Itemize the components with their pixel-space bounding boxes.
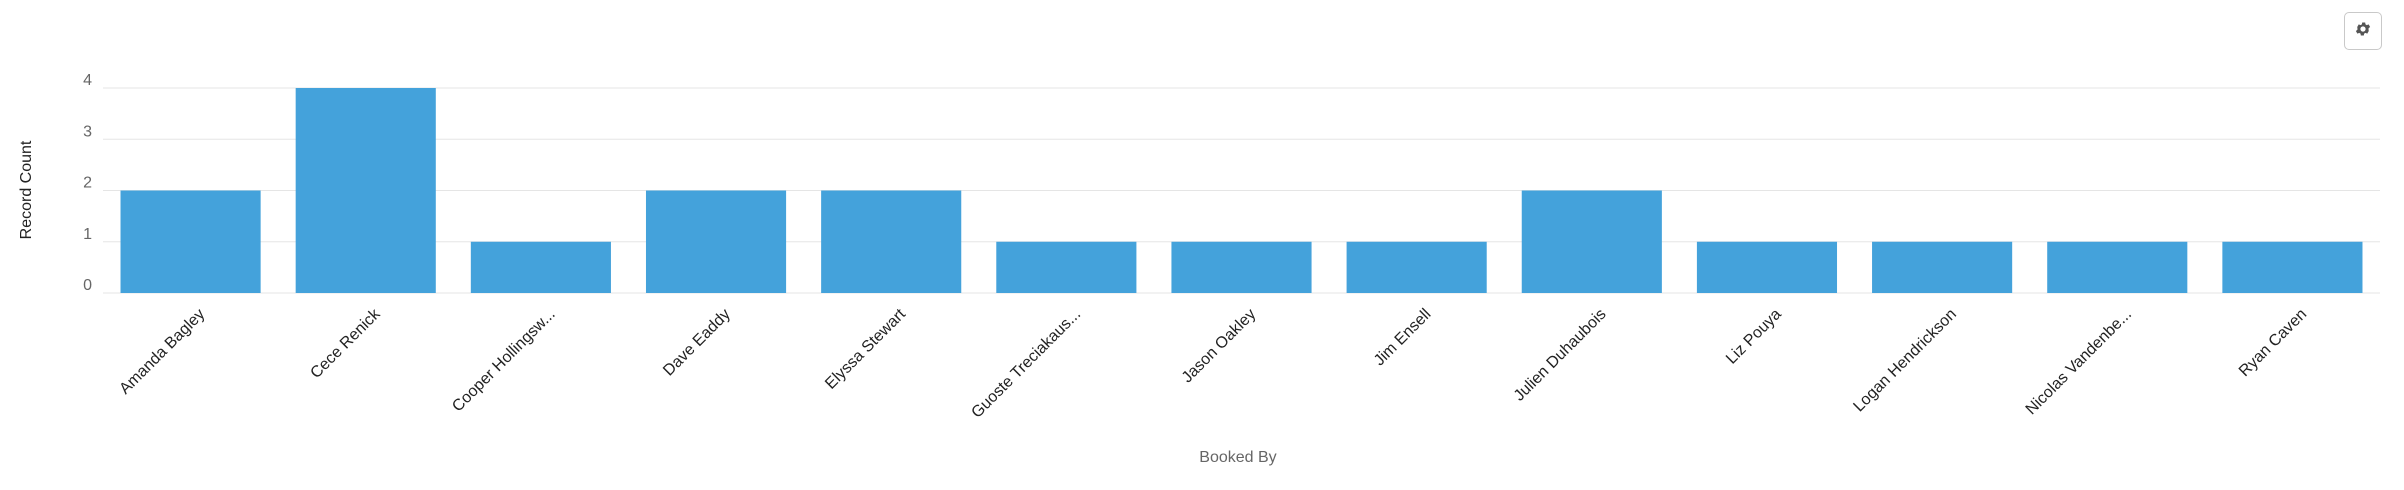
x-tick-label: Elyssa Stewart xyxy=(822,305,909,392)
x-tick-label: Dave Eaddy xyxy=(660,306,734,380)
bar[interactable] xyxy=(1521,190,1662,294)
x-tick-label: Ryan Caven xyxy=(2236,306,2310,380)
bar[interactable] xyxy=(1696,241,1838,293)
x-tick-label: Amanda Bagley xyxy=(117,306,209,398)
bar[interactable] xyxy=(295,88,436,293)
bar[interactable] xyxy=(1872,241,2013,293)
bar[interactable] xyxy=(996,241,1137,293)
x-tick-label: Jason Oakley xyxy=(1179,306,1260,387)
x-tick-label: Cooper Hollingsw... xyxy=(449,306,558,415)
y-axis-ticks: 0 1 2 3 4 xyxy=(83,72,92,294)
y-tick-label: 2 xyxy=(83,175,92,192)
y-tick-label: 0 xyxy=(83,277,92,294)
y-tick-label: 3 xyxy=(83,123,92,140)
bar[interactable] xyxy=(821,190,962,294)
bar[interactable] xyxy=(120,190,261,294)
chart-settings-button[interactable] xyxy=(2344,12,2382,50)
bar[interactable] xyxy=(1346,241,1487,293)
bar[interactable] xyxy=(470,241,611,293)
bar[interactable] xyxy=(1171,241,1312,293)
y-tick-label: 1 xyxy=(83,226,92,243)
x-axis-ticks: Amanda Bagley Cece Renick Cooper Hollingsw… xyxy=(117,305,2311,421)
x-axis-label: Booked By xyxy=(1199,449,1276,466)
x-tick-label: Julien Duhaubois xyxy=(1511,306,1610,405)
x-tick-label: Guoste Treciakaus... xyxy=(968,306,1084,422)
x-tick-label: Jim Ensell xyxy=(1371,306,1435,370)
y-axis-label: Record Count xyxy=(18,140,35,239)
bar[interactable] xyxy=(2047,241,2188,293)
bar[interactable] xyxy=(645,190,787,294)
x-tick-label: Cece Renick xyxy=(307,305,384,382)
x-tick-label: Liz Pouya xyxy=(1723,306,1785,368)
gear-icon xyxy=(2354,20,2372,43)
bars xyxy=(120,88,2363,294)
y-tick-label: 4 xyxy=(83,72,92,89)
x-tick-label: Logan Hendrickson xyxy=(1850,306,1960,416)
bar[interactable] xyxy=(2222,241,2363,293)
x-tick-label: Nicolas Vandenbe... xyxy=(2023,306,2135,418)
